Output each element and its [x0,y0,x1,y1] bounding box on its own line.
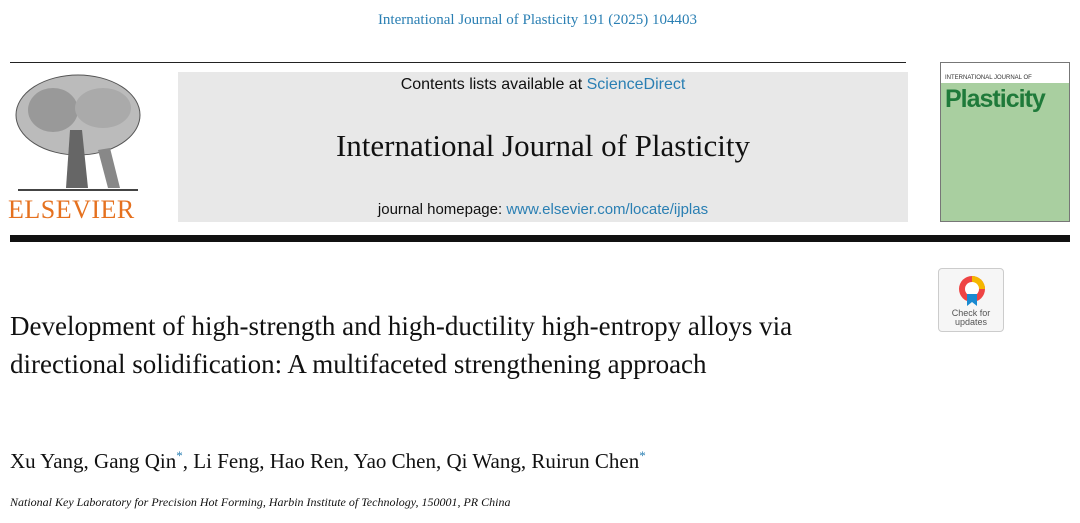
badge-label: Check for updates [951,308,991,327]
contents-prefix: Contents lists available at [400,76,583,93]
article-title: Development of high-strength and high-du… [10,311,793,379]
author-name: Ruirun Chen [531,449,640,473]
journal-name: International Journal of Plasticity [335,128,751,163]
author-name: Yao Chen [353,449,436,473]
author-separator: , [520,449,527,473]
author-name: Li Feng [193,449,260,473]
corresponding-mark: * [639,448,646,463]
author-separator: , [343,449,350,473]
author-separator: , [435,449,442,473]
author-separator: , [83,449,89,473]
authors: Xu Yang, Gang Qin*, Li Feng, Hao Ren, Ya… [10,448,646,474]
affiliation: National Key Laboratory for Precision Ho… [10,495,511,509]
citation: International Journal of Plasticity 191 … [377,12,698,28]
homepage-line: journal homepage: www.elsevier.com/locat… [178,201,908,218]
author-name: Hao Ren [269,449,344,473]
journal-cover: INTERNATIONAL JOURNAL OF Plasticity [940,62,1070,222]
homepage-prefix: journal homepage: [377,201,503,218]
contents-line: Contents lists available at ScienceDirec… [178,76,908,94]
cover-top: INTERNATIONAL JOURNAL OF [945,75,1032,81]
author-separator: , [182,449,189,473]
author-name: Gang Qin [94,449,177,473]
check-updates[interactable]: Check for updates [938,268,1004,332]
corresponding-mark: * [176,448,183,463]
author-name: Qi Wang [446,449,521,473]
homepage-link[interactable]: www.elsevier.com/locate/ijplas [506,201,709,218]
author-name: Xu Yang [10,449,84,473]
rule [10,235,1070,242]
cover-band [941,63,1069,83]
cover-title: Plasticity [945,85,1046,113]
rule [10,62,906,63]
author-separator: , [259,449,265,473]
badge-icon [959,276,985,306]
journal-box [178,72,908,222]
sciencedirect-link[interactable]: ScienceDirect [586,76,686,93]
elsevier-logo [8,70,148,195]
publisher: ELSEVIER [8,195,135,224]
